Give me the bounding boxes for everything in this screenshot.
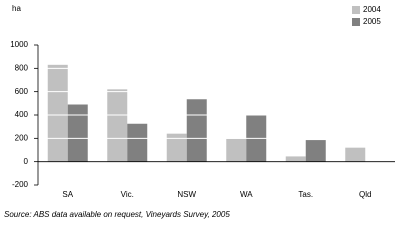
legend-label: 2004 <box>363 5 381 14</box>
y-tick-label: 800 <box>15 63 29 72</box>
y-tick-label: 0 <box>24 157 29 166</box>
y-tick-label: 400 <box>15 110 29 119</box>
bar <box>226 138 247 162</box>
bar <box>345 147 366 162</box>
bar <box>47 64 68 162</box>
y-axis-label: ha <box>12 4 21 13</box>
x-tick-label: WA <box>240 190 253 199</box>
source-note: Source: ABS data available on request, V… <box>4 210 230 219</box>
x-tick-label: Tas. <box>298 190 313 199</box>
y-tick-label: -200 <box>12 180 29 189</box>
y-tick-label: 600 <box>15 87 29 96</box>
bar <box>186 99 207 162</box>
bar <box>67 104 88 162</box>
bar <box>127 123 148 162</box>
chart: ha Source: ABS data available on request… <box>4 4 395 219</box>
y-tick-label: 200 <box>15 133 29 142</box>
x-tick-label: Qld <box>359 190 371 199</box>
bar <box>107 89 128 162</box>
legend-label: 2005 <box>363 17 381 26</box>
x-tick-label: Vic. <box>121 190 134 199</box>
x-tick-label: NSW <box>177 190 196 199</box>
y-tick-label: 1000 <box>10 40 28 49</box>
x-tick-label: SA <box>62 190 73 199</box>
bar <box>166 133 187 162</box>
legend-swatch <box>352 18 360 26</box>
bar <box>305 140 326 162</box>
legend-swatch <box>352 6 360 14</box>
bar <box>285 156 306 162</box>
